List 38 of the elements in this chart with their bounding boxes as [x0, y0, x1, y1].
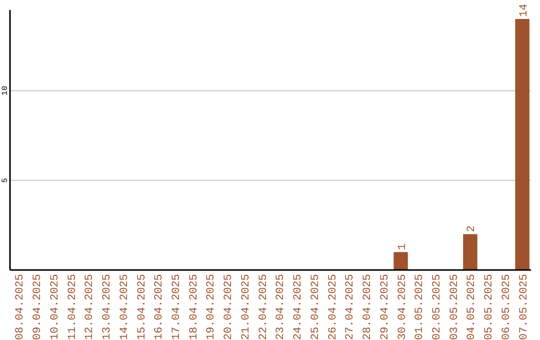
data-label: 2 [466, 226, 478, 232]
x-tick-label: 04.05.2025 [466, 274, 478, 340]
x-tick-label: 12.04.2025 [84, 274, 96, 340]
x-tick-label: 13.04.2025 [102, 274, 114, 340]
data-label: 1 [396, 243, 409, 250]
y-tick-label: 10 [1, 86, 10, 96]
x-tick-label: 30.04.2025 [396, 274, 409, 340]
x-tick-label: 19.04.2025 [206, 274, 218, 340]
x-tick-label: 08.04.2025 [14, 274, 27, 340]
x-tick-label: 05.05.2025 [484, 274, 496, 340]
x-tick-label: 26.04.2025 [327, 274, 340, 340]
data-label: 14 [518, 3, 530, 17]
x-tick-label: 10.04.2025 [49, 274, 62, 340]
x-tick-label: 14.04.2025 [118, 274, 131, 340]
x-tick-label: 29.04.2025 [379, 274, 392, 340]
x-tick-label: 25.04.2025 [310, 274, 322, 340]
x-tick-label: 02.05.2025 [431, 274, 444, 340]
y-tick-label: 5 [1, 178, 10, 183]
x-tick-label: 07.05.2025 [518, 274, 530, 340]
x-tick-label: 11.04.2025 [66, 274, 79, 340]
x-tick-label: 24.04.2025 [292, 274, 305, 340]
bar [515, 18, 530, 270]
x-tick-label: 22.04.2025 [258, 274, 270, 340]
x-tick-label: 16.04.2025 [154, 274, 166, 340]
x-tick-label: 21.04.2025 [240, 274, 252, 340]
x-tick-label: 01.05.2025 [414, 274, 426, 340]
x-tick-label: 06.05.2025 [500, 274, 513, 340]
x-tick-label: 28.04.2025 [362, 274, 374, 340]
x-tick-label: 17.04.2025 [170, 274, 183, 340]
x-tick-label: 03.05.2025 [448, 274, 461, 340]
bar [394, 252, 408, 270]
x-tick-label: 09.04.2025 [32, 274, 44, 340]
x-tick-label: 27.04.2025 [344, 274, 357, 340]
x-tick-label: 15.04.2025 [136, 274, 148, 340]
x-tick-label: 20.04.2025 [223, 274, 236, 340]
x-tick-label: 23.04.2025 [275, 274, 288, 340]
x-tick-label: 18.04.2025 [188, 274, 200, 340]
bar [463, 234, 478, 270]
